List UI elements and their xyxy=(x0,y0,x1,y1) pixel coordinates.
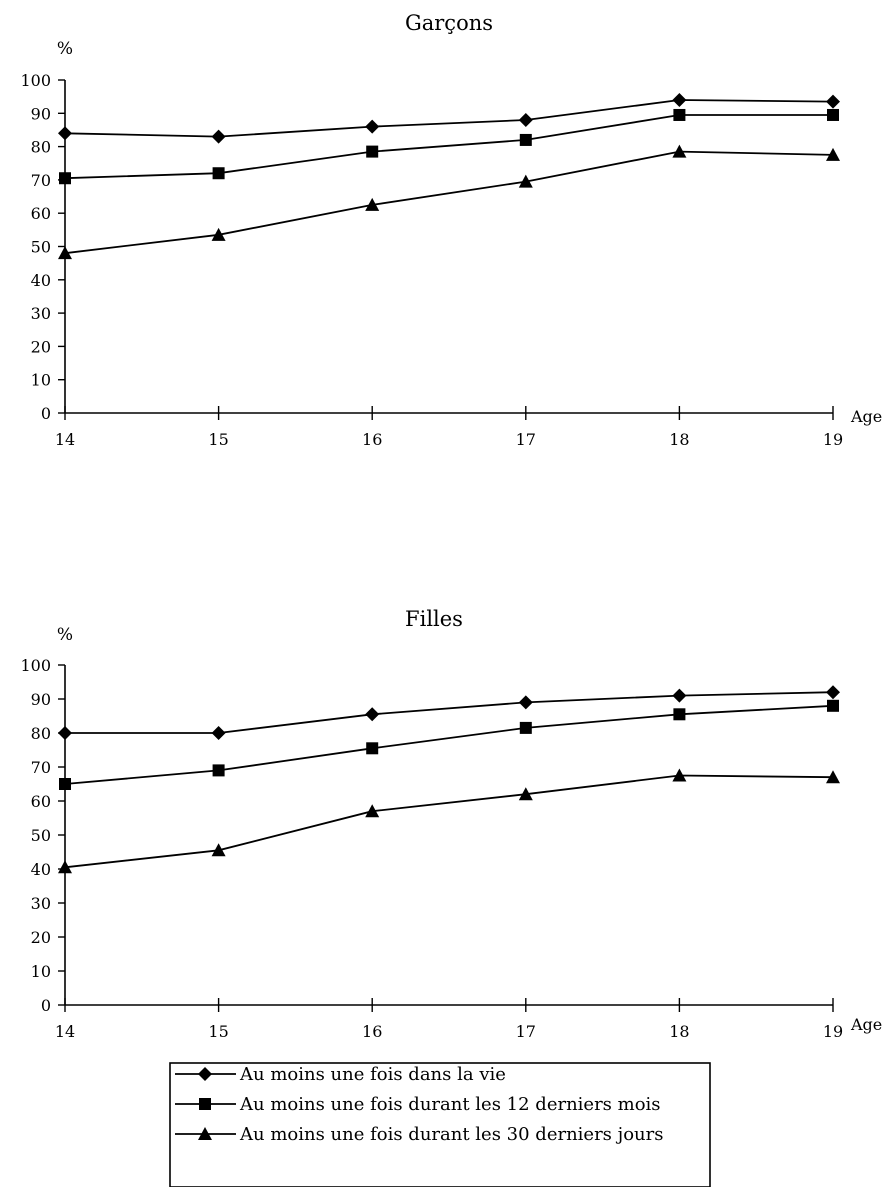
data-point-triangle xyxy=(198,1127,212,1140)
data-point-diamond xyxy=(518,695,533,710)
data-point-diamond xyxy=(58,126,72,141)
data-point-square xyxy=(366,742,379,755)
series-line-square xyxy=(64,114,833,180)
y-tick-label: 80 xyxy=(31,724,51,743)
x-tick-label: 19 xyxy=(823,1022,843,1041)
x-tick-label: 14 xyxy=(55,430,75,449)
data-point-triangle xyxy=(211,843,226,857)
x-tick-label: 15 xyxy=(208,430,228,449)
y-tick-label: 40 xyxy=(31,860,51,879)
data-point-diamond xyxy=(211,129,226,144)
data-point-diamond xyxy=(365,119,380,134)
x-axis-label: Age xyxy=(850,1015,882,1034)
series-line-triangle xyxy=(64,774,834,869)
data-point-diamond xyxy=(58,726,72,740)
y-tick-label: 90 xyxy=(31,690,51,709)
chart-title: Filles xyxy=(405,607,463,631)
y-tick-label: 60 xyxy=(31,204,51,223)
y-tick-label: 0 xyxy=(41,996,51,1015)
chart-filles: Filles % Age 0 10 20 30 40 50 60 70 80 90 100 14 15 1… xyxy=(20,607,882,1041)
data-point-square xyxy=(519,133,532,146)
y-tick-label: 40 xyxy=(31,271,51,290)
x-tick-label: 19 xyxy=(823,430,843,449)
data-point-diamond xyxy=(365,707,380,722)
data-point-triangle xyxy=(826,147,840,161)
chart-title: Garçons xyxy=(405,11,493,35)
y-axis-unit-label: % xyxy=(57,625,73,645)
data-point-triangle xyxy=(672,768,687,782)
legend-item: Au moins une fois durant les 12 derniers… xyxy=(175,1094,661,1115)
data-point-triangle xyxy=(826,770,840,784)
series-line-diamond xyxy=(65,691,834,734)
data-point-triangle xyxy=(58,246,72,260)
y-tick-label: 10 xyxy=(31,371,51,390)
legend-item: Au moins une fois durant les 30 derniers… xyxy=(175,1124,664,1145)
x-tick-label: 16 xyxy=(362,430,382,449)
y-tick-label: 90 xyxy=(31,104,51,123)
data-point-diamond xyxy=(672,688,687,703)
data-point-square xyxy=(673,108,686,121)
y-tick-label: 80 xyxy=(31,138,51,157)
x-tick-label: 18 xyxy=(669,430,689,449)
data-point-square xyxy=(59,172,71,185)
data-point-square xyxy=(673,708,686,721)
legend-label: Au moins une fois dans la vie xyxy=(239,1064,506,1085)
y-tick-label: 20 xyxy=(31,337,51,356)
y-tick-label: 100 xyxy=(20,656,51,675)
data-point-triangle xyxy=(58,860,72,874)
y-tick-label: 30 xyxy=(31,304,51,323)
y-axis-unit-label: % xyxy=(57,39,73,59)
data-point-diamond xyxy=(518,112,533,127)
data-point-square xyxy=(212,167,225,180)
x-tick-label: 17 xyxy=(516,430,536,449)
data-point-triangle xyxy=(211,227,226,241)
data-point-diamond xyxy=(826,94,840,109)
data-point-square xyxy=(199,1098,211,1110)
series-line-diamond xyxy=(64,99,834,138)
x-axis-label: Age xyxy=(850,407,882,426)
data-point-triangle xyxy=(365,804,380,818)
y-tick-label: 0 xyxy=(41,404,51,423)
x-tick-label: 16 xyxy=(362,1022,382,1041)
y-tick-label: 20 xyxy=(31,928,51,947)
data-point-triangle xyxy=(518,787,533,801)
x-tick-label: 14 xyxy=(55,1022,75,1041)
legend-box xyxy=(169,1062,711,1187)
data-point-square xyxy=(366,145,379,158)
data-point-triangle xyxy=(518,174,533,188)
y-tick-label: 30 xyxy=(31,894,51,913)
data-point-triangle xyxy=(672,144,687,158)
data-point-triangle xyxy=(365,197,380,211)
x-tick-label: 15 xyxy=(208,1022,228,1041)
x-tick-label: 18 xyxy=(669,1022,689,1041)
series-line-square xyxy=(64,704,834,785)
data-point-square xyxy=(59,778,71,790)
chart-garcons: Garçons % Age 0 10 20 30 40 50 60 70 80 90 100 14 15… xyxy=(20,11,882,449)
legend-label: Au moins une fois durant les 30 derniers… xyxy=(239,1124,664,1145)
y-tick-label: 100 xyxy=(20,71,51,90)
legend-label: Au moins une fois durant les 12 derniers… xyxy=(239,1094,661,1115)
legend: Au moins une fois dans la vie Au moins u… xyxy=(169,1062,711,1187)
legend-item: Au moins une fois dans la vie xyxy=(175,1064,506,1085)
y-tick-label: 50 xyxy=(31,826,51,845)
data-point-square xyxy=(212,764,225,777)
y-tick-label: 50 xyxy=(31,238,51,257)
data-point-diamond xyxy=(672,92,687,107)
data-point-square xyxy=(827,699,839,712)
x-tick-label: 17 xyxy=(516,1022,536,1041)
data-point-square xyxy=(827,108,839,121)
data-point-diamond xyxy=(198,1067,212,1081)
data-point-square xyxy=(519,721,532,734)
y-tick-label: 10 xyxy=(31,962,51,981)
y-tick-label: 70 xyxy=(31,171,51,190)
y-tick-label: 60 xyxy=(31,792,51,811)
series-line-triangle xyxy=(64,150,834,255)
y-tick-label: 70 xyxy=(31,758,51,777)
data-point-diamond xyxy=(826,685,840,700)
data-point-diamond xyxy=(211,726,226,740)
